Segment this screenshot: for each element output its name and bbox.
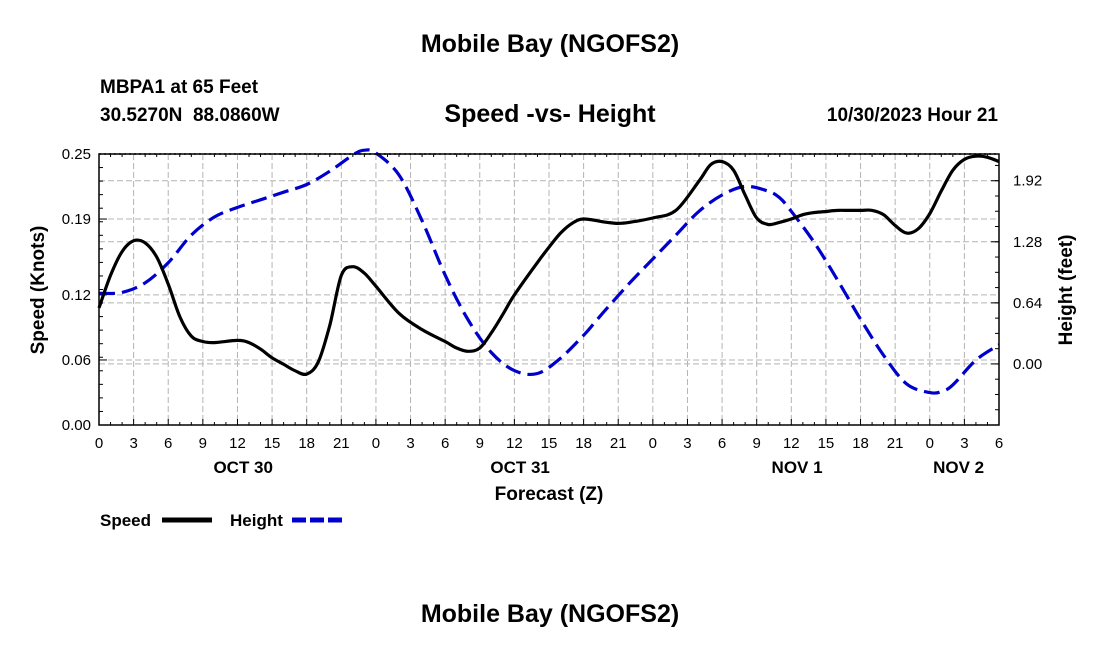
chart-title: Mobile Bay (NGOFS2) bbox=[420, 30, 680, 58]
legend-height-label: Height bbox=[230, 511, 283, 530]
x-tick-label: 18 bbox=[575, 435, 592, 452]
y2-tick-label: 1.28 bbox=[1013, 234, 1042, 251]
x-tick-label: 9 bbox=[753, 435, 761, 452]
y-axis-label: Speed (Knots) bbox=[28, 226, 49, 355]
chart-subtitle: Speed -vs- Height bbox=[444, 100, 656, 128]
x-tick-label: 15 bbox=[818, 435, 835, 452]
x-tick-label: 12 bbox=[229, 435, 246, 452]
day-label: OCT 31 bbox=[490, 458, 550, 477]
y2-tick-label: 0.00 bbox=[1013, 356, 1042, 373]
y-tick-label: 0.00 bbox=[62, 417, 91, 434]
x-tick-label: 6 bbox=[164, 435, 172, 452]
x-tick-label: 0 bbox=[95, 435, 103, 452]
data-series bbox=[97, 148, 1000, 395]
grid-lines bbox=[99, 154, 999, 425]
y-tick-label: 0.12 bbox=[62, 287, 91, 304]
y-tick-label: 0.19 bbox=[62, 211, 91, 228]
day-label: OCT 30 bbox=[213, 458, 273, 477]
x-tick-label: 15 bbox=[541, 435, 558, 452]
x-tick-label: 12 bbox=[506, 435, 523, 452]
x-tick-label: 21 bbox=[610, 435, 627, 452]
x-tick-label: 9 bbox=[476, 435, 484, 452]
x-tick-label: 6 bbox=[995, 435, 1003, 452]
x-tick-label: 21 bbox=[333, 435, 350, 452]
series-line-height bbox=[98, 148, 1000, 395]
x-tick-label: 3 bbox=[129, 435, 137, 452]
forecast-datetime: 10/30/2023 Hour 21 bbox=[826, 105, 998, 126]
x-tick-label: 0 bbox=[649, 435, 657, 452]
x-tick-label: 3 bbox=[960, 435, 968, 452]
x-tick-label: 18 bbox=[298, 435, 315, 452]
station-label: MBPA1 at 65 Feet bbox=[100, 77, 259, 98]
x-tick-label: 3 bbox=[683, 435, 691, 452]
x-tick-label: 15 bbox=[264, 435, 281, 452]
footer-title: Mobile Bay (NGOFS2) bbox=[420, 600, 680, 628]
x-tick-label: 12 bbox=[783, 435, 800, 452]
x-tick-label: 6 bbox=[718, 435, 726, 452]
series-line-speed bbox=[97, 154, 1000, 377]
x-axis-label: Forecast (Z) bbox=[495, 484, 604, 505]
legend-speed-label: Speed bbox=[100, 511, 151, 530]
x-tick-label: 3 bbox=[406, 435, 414, 452]
x-tick-label: 0 bbox=[926, 435, 934, 452]
x-tick-label: 0 bbox=[372, 435, 380, 452]
x-tick-label: 6 bbox=[441, 435, 449, 452]
legend: Speed Height bbox=[100, 511, 342, 530]
y-tick-label: 0.25 bbox=[62, 146, 91, 163]
x-tick-label: 9 bbox=[199, 435, 207, 452]
x-tick-label: 18 bbox=[852, 435, 869, 452]
y2-tick-label: 0.64 bbox=[1013, 295, 1042, 312]
y2-axis-label: Height (feet) bbox=[1056, 235, 1077, 346]
plot-frame bbox=[98, 153, 1000, 426]
coordinates-label: 30.5270N 88.0860W bbox=[100, 105, 280, 126]
y-tick-label: 0.06 bbox=[62, 352, 91, 369]
y2-tick-label: 1.92 bbox=[1013, 173, 1042, 190]
day-label: NOV 1 bbox=[772, 458, 823, 477]
day-label: NOV 2 bbox=[933, 458, 984, 477]
x-tick-label: 21 bbox=[887, 435, 904, 452]
